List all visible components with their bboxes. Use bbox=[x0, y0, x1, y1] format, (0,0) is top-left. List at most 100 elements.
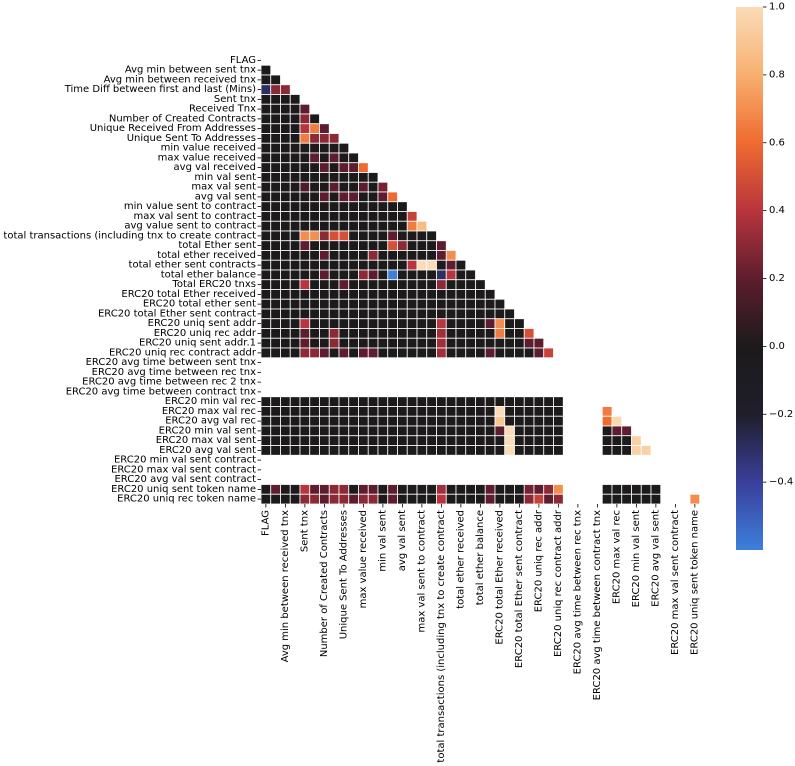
y-tick-label: ERC20 avg val sent contract bbox=[114, 474, 256, 485]
heatmap-cell bbox=[640, 484, 652, 495]
heatmap-cell bbox=[465, 289, 476, 300]
heatmap-cell bbox=[377, 308, 389, 320]
heatmap-cell bbox=[260, 425, 272, 437]
heatmap-cell bbox=[387, 289, 398, 300]
heatmap-cell bbox=[397, 425, 408, 437]
colorbar-tick-label: 0.0 bbox=[769, 341, 785, 352]
heatmap-cell bbox=[289, 240, 301, 251]
heatmap-cell bbox=[348, 162, 359, 173]
y-tick-label: FLAG bbox=[230, 55, 256, 66]
heatmap-cell bbox=[416, 415, 428, 427]
heatmap-cell bbox=[621, 484, 632, 495]
y-tick-label: ERC20 uniq sent addr.1 bbox=[139, 338, 256, 349]
heatmap-cell bbox=[387, 259, 398, 271]
heatmap-cell bbox=[533, 347, 545, 359]
heatmap-cell bbox=[475, 308, 486, 320]
heatmap-cell bbox=[504, 347, 515, 359]
heatmap-cell bbox=[436, 396, 447, 407]
heatmap-cell bbox=[445, 445, 457, 456]
y-tick-label: avg val received bbox=[174, 162, 256, 173]
heatmap-cell bbox=[280, 211, 291, 222]
heatmap-cell bbox=[309, 337, 320, 349]
heatmap-cell bbox=[358, 230, 369, 242]
heatmap-cell bbox=[631, 484, 642, 495]
heatmap-cell bbox=[280, 396, 291, 407]
heatmap-cell bbox=[299, 406, 311, 417]
heatmap-cell bbox=[484, 289, 496, 300]
heatmap-cell bbox=[299, 181, 311, 193]
heatmap-cell bbox=[484, 318, 496, 329]
heatmap-cell bbox=[465, 279, 476, 290]
heatmap-cell bbox=[406, 337, 418, 349]
x-tick-label: Number of Created Contracts bbox=[319, 510, 330, 657]
heatmap-cell bbox=[514, 493, 525, 505]
heatmap-cell bbox=[367, 191, 379, 203]
y-tick-label: ERC20 min val rec bbox=[165, 396, 256, 407]
heatmap-cell bbox=[299, 445, 311, 456]
heatmap-cell bbox=[338, 484, 350, 495]
heatmap-cell bbox=[270, 318, 281, 329]
heatmap-cell bbox=[367, 211, 379, 222]
heatmap-cell bbox=[397, 484, 408, 495]
heatmap-cell bbox=[280, 493, 291, 505]
heatmap-cell bbox=[270, 152, 281, 164]
heatmap-cell bbox=[260, 94, 272, 105]
heatmap-cell bbox=[280, 337, 291, 349]
heatmap-cell bbox=[484, 484, 496, 495]
heatmap-cell bbox=[367, 435, 379, 446]
heatmap-cell bbox=[299, 220, 311, 232]
heatmap-cell bbox=[348, 259, 359, 271]
heatmap-cell bbox=[260, 181, 272, 193]
heatmap-cell bbox=[426, 435, 437, 446]
heatmap-cell bbox=[445, 347, 457, 359]
y-tick-label: ERC20 avg val rec bbox=[165, 416, 256, 427]
heatmap-cell bbox=[601, 425, 613, 437]
heatmap-cell bbox=[367, 259, 379, 271]
heatmap-cell bbox=[611, 415, 623, 427]
heatmap-cell bbox=[543, 445, 554, 456]
heatmap-cell bbox=[299, 191, 311, 203]
heatmap-cell bbox=[406, 493, 418, 505]
heatmap-cell bbox=[475, 435, 486, 446]
heatmap-cell bbox=[270, 133, 281, 144]
y-tick-label: min value sent to contract bbox=[124, 201, 256, 212]
heatmap-cell bbox=[543, 435, 554, 446]
heatmap-cell bbox=[397, 240, 408, 251]
heatmap-cell bbox=[299, 484, 311, 495]
heatmap-cell bbox=[387, 396, 398, 407]
heatmap-cell bbox=[338, 201, 350, 212]
heatmap-cell bbox=[397, 289, 408, 300]
y-tick-label: Unique Sent To Addresses bbox=[127, 133, 256, 144]
heatmap-cell bbox=[484, 406, 496, 417]
heatmap-cell bbox=[358, 298, 369, 310]
heatmap-cell bbox=[309, 133, 320, 144]
heatmap-cell bbox=[358, 308, 369, 320]
heatmap-cell bbox=[309, 259, 320, 271]
heatmap-cell bbox=[270, 406, 281, 417]
heatmap-cell bbox=[523, 445, 535, 456]
heatmap-cell bbox=[319, 152, 330, 164]
heatmap-cell bbox=[309, 211, 320, 222]
heatmap-cell bbox=[358, 250, 369, 261]
heatmap-cell bbox=[494, 298, 506, 310]
heatmap-cell bbox=[475, 347, 486, 359]
heatmap-cell bbox=[270, 279, 281, 290]
heatmap-cell bbox=[455, 435, 467, 446]
y-tick-label: ERC20 max val sent bbox=[156, 435, 256, 446]
heatmap-cell bbox=[348, 269, 359, 281]
heatmap-cell bbox=[377, 298, 389, 310]
heatmap-cell bbox=[406, 230, 418, 242]
heatmap-cell bbox=[328, 328, 340, 339]
heatmap-cell bbox=[387, 415, 398, 427]
heatmap-cell bbox=[436, 250, 447, 261]
heatmap-cell bbox=[260, 172, 272, 183]
heatmap-cell bbox=[397, 406, 408, 417]
y-tick-label: ERC20 uniq rec contract addr bbox=[109, 347, 257, 358]
heatmap-cell bbox=[367, 328, 379, 339]
colorbar-tick-label: 1.0 bbox=[769, 2, 785, 13]
heatmap-cell bbox=[280, 201, 291, 212]
heatmap-cell bbox=[455, 279, 467, 290]
heatmap-cell bbox=[358, 269, 369, 281]
heatmap-cell bbox=[553, 415, 564, 427]
heatmap-cell bbox=[426, 318, 437, 329]
